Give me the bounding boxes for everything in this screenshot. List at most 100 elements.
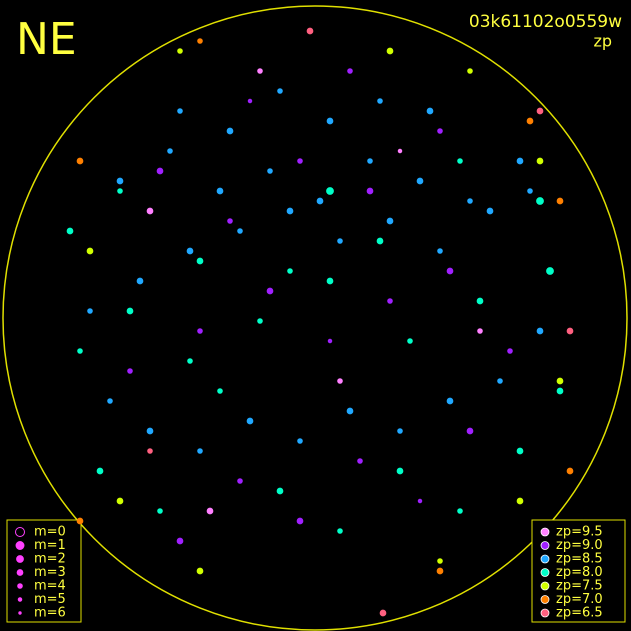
star	[297, 158, 303, 164]
star	[197, 448, 203, 454]
star	[446, 267, 454, 275]
star	[217, 388, 223, 394]
star	[466, 427, 474, 435]
legend-marker	[540, 541, 550, 550]
legend-marker	[15, 541, 25, 550]
legend-marker	[17, 583, 23, 589]
star	[516, 447, 524, 455]
star	[96, 467, 104, 475]
legend-marker	[540, 595, 550, 604]
legend-label: zp=9.5	[556, 525, 603, 540]
star	[446, 397, 454, 405]
horizon-circle	[2, 5, 628, 631]
star	[196, 257, 204, 265]
star	[556, 387, 564, 395]
chart-title: NE	[16, 14, 77, 65]
star	[497, 378, 503, 384]
subtitle: 03k61102o0559w	[469, 12, 622, 32]
star	[476, 297, 484, 305]
star	[416, 177, 424, 185]
star	[306, 27, 314, 35]
star	[117, 188, 123, 194]
star	[246, 417, 254, 425]
star	[257, 318, 263, 324]
star	[346, 407, 354, 415]
star	[87, 308, 93, 314]
star	[237, 478, 243, 484]
star	[556, 197, 564, 205]
star	[197, 328, 203, 334]
legend-label: zp=6.5	[556, 606, 603, 621]
star	[156, 167, 164, 175]
star	[206, 507, 214, 515]
star	[147, 448, 153, 454]
legend-marker	[540, 568, 550, 577]
star	[177, 108, 183, 114]
star	[566, 327, 574, 335]
legend-label: zp=8.5	[556, 552, 603, 567]
legend-marker	[540, 527, 550, 537]
star	[436, 567, 444, 575]
star	[516, 497, 524, 505]
color-label: zp	[593, 32, 612, 51]
star	[297, 438, 303, 444]
star	[377, 98, 383, 104]
star	[257, 68, 263, 74]
star	[467, 68, 473, 74]
star	[566, 467, 574, 475]
star	[167, 148, 173, 154]
star	[287, 268, 293, 274]
star	[387, 298, 393, 304]
legend-label: m=2	[34, 552, 66, 567]
star	[107, 398, 113, 404]
star	[177, 48, 183, 54]
star	[116, 497, 124, 505]
star	[407, 338, 413, 344]
star	[157, 508, 163, 514]
star	[536, 197, 544, 205]
legend-label: zp=8.0	[556, 565, 603, 580]
star	[337, 528, 343, 534]
legend-label: m=4	[34, 579, 66, 594]
star	[296, 517, 304, 525]
legend-label: zp=7.5	[556, 579, 603, 594]
star	[536, 107, 544, 115]
star	[116, 177, 124, 185]
star	[176, 537, 184, 545]
star	[86, 247, 94, 255]
star	[527, 188, 533, 194]
legend-marker	[540, 608, 550, 618]
star	[386, 47, 394, 55]
legend-marker	[16, 569, 24, 576]
legend-marker	[15, 527, 25, 537]
star	[186, 247, 194, 255]
star	[357, 458, 363, 464]
star	[396, 467, 404, 475]
star	[417, 498, 423, 504]
star	[286, 207, 294, 215]
legend-label: m=1	[34, 538, 66, 553]
star	[216, 187, 224, 195]
star	[546, 267, 554, 275]
star	[196, 567, 204, 575]
star	[247, 98, 253, 104]
star	[146, 207, 154, 215]
legend-marker	[540, 554, 550, 564]
star	[187, 358, 193, 364]
star	[66, 227, 74, 235]
star	[457, 158, 463, 164]
legend-label: m=5	[34, 592, 66, 607]
star	[457, 508, 463, 514]
legend-label: m=3	[34, 565, 66, 580]
star	[366, 187, 374, 195]
star	[146, 427, 154, 435]
star	[507, 348, 513, 354]
star	[437, 558, 443, 564]
star	[126, 307, 134, 315]
legend-marker	[540, 581, 550, 591]
star	[376, 237, 384, 245]
star	[136, 277, 144, 285]
star	[437, 248, 443, 254]
